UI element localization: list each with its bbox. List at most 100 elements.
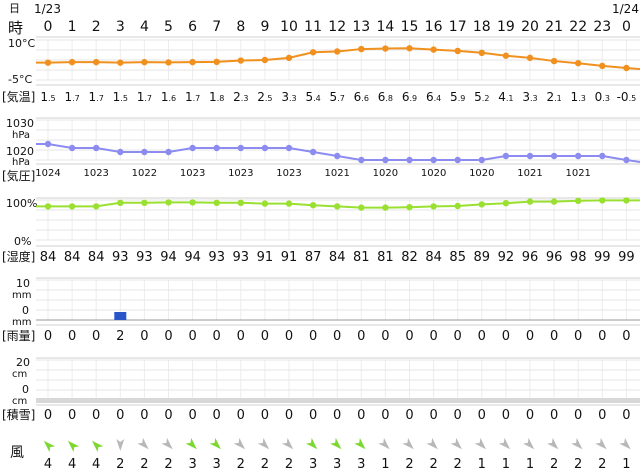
rainfall-value: 0: [309, 329, 317, 344]
rainfall-value: 0: [429, 329, 437, 344]
wind-arrow-shape: [306, 437, 318, 450]
snow-value: 0: [285, 408, 293, 423]
snow-baseline: [36, 398, 640, 403]
humidity-point: [358, 204, 365, 211]
pressure-point: [93, 144, 100, 152]
snow-value: 0: [92, 408, 100, 423]
temperature-point: [454, 47, 461, 55]
temperature-value: 1.7: [137, 90, 152, 104]
snow-value: 0: [68, 408, 76, 423]
wind-speed-value: 2: [454, 457, 462, 472]
temperature-labels: 1.5 1.7 1.7 1.5 1.7 1.6 1.7 1.8 2.3 2.5 3.3 5.4 5.7 6…: [40, 90, 636, 104]
snow-value: 0: [502, 408, 510, 423]
wind-arrow-shape: [426, 437, 438, 450]
humidity-point: [189, 199, 196, 206]
hour-tick-label: 20: [521, 19, 539, 35]
temperature-value: 1.5: [113, 90, 128, 104]
wind-speed-value: 1: [526, 457, 534, 472]
wind-arrow: [91, 440, 104, 453]
humidity-point: [285, 200, 293, 207]
humidity-value: 84: [40, 250, 57, 265]
hour-tick-label: 0: [44, 19, 53, 35]
rainfall-value: 2: [116, 329, 124, 344]
wind-arrow: [547, 437, 559, 450]
wind-arrow-shape: [91, 440, 104, 453]
humidity-point: [93, 203, 100, 210]
pressure-point: [575, 152, 582, 160]
hour-tick-label: 10: [280, 19, 298, 35]
snow-value: 0: [550, 408, 558, 423]
rainfall-value: 0: [44, 329, 52, 344]
hour-tick-label: 2: [92, 19, 101, 35]
wind-speed-value: 1: [478, 457, 486, 472]
temperature-value: 5.2: [474, 90, 489, 104]
press-axis-bottom-unit: hPa: [12, 157, 30, 168]
wind-arrow-shape: [137, 437, 149, 450]
pressure-value: 1022: [132, 168, 157, 179]
wind-arrow: [474, 437, 487, 450]
temperature-value: 2.5: [257, 90, 272, 104]
snow-value: 0: [598, 408, 606, 423]
wind-arrow-shape: [257, 437, 270, 450]
wind-arrow-shape: [161, 437, 173, 450]
wind-arrow-shape: [354, 437, 366, 450]
temperature-point: [599, 62, 606, 70]
wind-speed-value: 4: [44, 457, 52, 472]
snow-value: 0: [237, 408, 245, 423]
snow-value: 0: [429, 408, 437, 423]
pressure-series: [36, 140, 640, 164]
hour-tick-label: 14: [376, 19, 394, 35]
wind-speed-value: 2: [429, 457, 437, 472]
snow-value: 0: [454, 408, 462, 423]
rain-axis-top-unit: mm: [12, 290, 31, 301]
rainfall-value: 0: [550, 329, 558, 344]
pressure-value: 1024: [35, 168, 60, 179]
humidity-value: 91: [257, 250, 274, 265]
wind-arrow-shape: [498, 437, 511, 450]
wind-arrow: [185, 437, 197, 450]
humidity-value: 87: [305, 250, 322, 265]
rainfall-value: 0: [526, 329, 534, 344]
wind-arrow: [619, 437, 631, 450]
hour-tick-label: 5: [164, 19, 173, 35]
temperature-value: 1.7: [64, 90, 79, 104]
wind-arrow-shape: [378, 437, 390, 450]
rainfall-value: 0: [261, 329, 269, 344]
humidity-point: [213, 199, 220, 206]
wind-arrow: [116, 439, 125, 451]
pressure-point: [44, 140, 52, 148]
wind-arrow: [281, 437, 294, 450]
temperature-value: 3.3: [281, 90, 296, 104]
pressure-point: [502, 152, 510, 160]
humidity-point: [599, 197, 606, 204]
wind-arrow-shape: [595, 437, 607, 450]
wind-arrow: [233, 437, 246, 450]
snow-value: 0: [140, 408, 148, 423]
humidity-value: 93: [233, 250, 250, 265]
snow-value: 0: [333, 408, 341, 423]
temp-axis-top: 10°C: [8, 37, 35, 50]
rainfall-value: 0: [164, 329, 172, 344]
wind-speed-value: 2: [598, 457, 606, 472]
wind-arrow-shape: [116, 439, 125, 451]
wind-speed-value: 1: [622, 457, 630, 472]
pressure-value: 1023: [228, 168, 253, 179]
wind-speed-value: 2: [237, 457, 245, 472]
pressure-point: [261, 144, 269, 152]
press-row-label: [気圧]: [2, 168, 35, 183]
snow-axis-bottom-unit: cm: [12, 396, 27, 407]
pressure-point: [430, 156, 437, 164]
humidity-point: [550, 198, 558, 205]
humidity-series: [36, 197, 640, 211]
hour-tick-label: 19: [497, 19, 515, 35]
wind-arrow-shape: [450, 437, 462, 450]
rainfall-value: 0: [92, 329, 100, 344]
pressure-point: [189, 144, 196, 152]
hour-tick-label: 11: [304, 19, 322, 35]
snow-value: 0: [381, 408, 389, 423]
hum-axis-top: 100%: [6, 197, 37, 210]
temperature-series: [36, 45, 640, 72]
humidity-point: [237, 199, 244, 206]
temperature-point: [623, 64, 630, 72]
pressure-value: 1023: [83, 168, 108, 179]
